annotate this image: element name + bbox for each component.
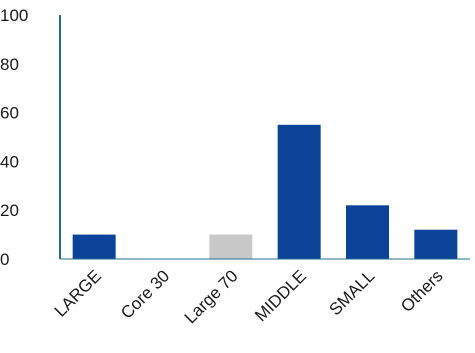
y-tick-label: 80 <box>0 55 19 74</box>
y-tick-label: 60 <box>0 104 19 123</box>
bar-large-70 <box>209 234 253 259</box>
x-tick-label: Large 70 <box>181 266 242 327</box>
x-axis-labels: LARGE Core 30 Large 70 MIDDLE SMALL Others <box>51 266 447 327</box>
x-tick-label: Others <box>397 266 447 316</box>
x-tick-label: Core 30 <box>117 266 173 322</box>
x-tick-label: SMALL <box>325 266 378 319</box>
y-tick-label: 0 <box>0 250 9 269</box>
y-tick-label: 100 <box>0 6 28 25</box>
y-axis-ticks: 0 20 40 60 80 100 <box>0 6 28 269</box>
y-tick-label: 20 <box>0 201 19 220</box>
bar-others <box>414 229 458 259</box>
bar-small <box>346 205 389 259</box>
y-tick-label: 40 <box>0 152 19 171</box>
x-tick-label: MIDDLE <box>251 266 310 325</box>
bars <box>72 124 458 259</box>
bar-middle <box>277 124 321 259</box>
bar-large <box>72 234 116 259</box>
x-tick-label: LARGE <box>51 266 105 320</box>
